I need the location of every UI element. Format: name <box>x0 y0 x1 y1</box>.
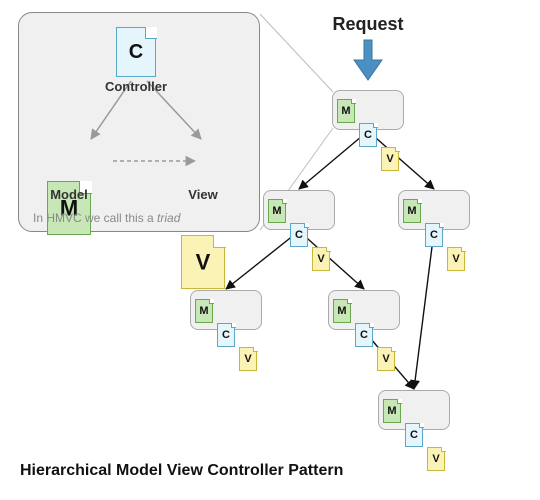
file-letter: V <box>386 153 393 165</box>
page-title: Hierarchical Model View Controller Patte… <box>20 462 343 480</box>
model-icon: M <box>383 399 401 423</box>
controller-icon: C <box>425 223 443 247</box>
tree-edge <box>368 131 434 189</box>
file-letter: V <box>382 353 389 365</box>
triad-node: MCV <box>328 290 400 330</box>
triad-node: MCV <box>263 190 335 230</box>
view-icon: V <box>239 347 257 371</box>
file-letter: M <box>272 205 281 217</box>
triad-node: MCV <box>190 290 262 330</box>
tree-edge <box>226 231 299 289</box>
legend-model-label: Model <box>19 187 119 202</box>
tree-edge <box>299 231 364 289</box>
file-letter: V <box>432 453 439 465</box>
tree-edge <box>299 131 368 189</box>
legend-controller-icon: C <box>116 27 156 77</box>
file-letter: M <box>199 305 208 317</box>
model-icon: M <box>403 199 421 223</box>
view-letter: V <box>196 250 211 276</box>
file-letter: M <box>341 105 350 117</box>
view-icon: V <box>427 447 445 471</box>
controller-icon: C <box>217 323 235 347</box>
model-icon: M <box>337 99 355 123</box>
file-letter: C <box>410 429 418 441</box>
legend-triad-box: C Controller M Model V View In HMVC we c… <box>18 12 260 232</box>
file-letter: C <box>360 329 368 341</box>
legend-caption-prefix: In HMVC we call this a <box>33 211 157 225</box>
model-icon: M <box>195 299 213 323</box>
controller-icon: C <box>355 323 373 347</box>
legend-view-label: View <box>153 187 253 202</box>
triad-node: MCV <box>398 190 470 230</box>
file-letter: C <box>364 129 372 141</box>
file-letter: V <box>317 253 324 265</box>
file-letter: M <box>387 405 396 417</box>
controller-letter: C <box>129 41 143 64</box>
request-arrow-icon <box>350 38 386 82</box>
file-letter: M <box>337 305 346 317</box>
tree-edge <box>414 231 434 389</box>
legend-caption-italic: triad <box>157 211 180 225</box>
file-letter: M <box>407 205 416 217</box>
file-letter: C <box>295 229 303 241</box>
legend-controller-label: Controller <box>86 79 186 94</box>
controller-icon: C <box>359 123 377 147</box>
file-letter: V <box>244 353 251 365</box>
view-icon: V <box>312 247 330 271</box>
triad-node: MCV <box>378 390 450 430</box>
view-icon: V <box>381 147 399 171</box>
file-letter: V <box>452 253 459 265</box>
request-label: Request <box>308 14 428 35</box>
file-letter: C <box>222 329 230 341</box>
controller-icon: C <box>290 223 308 247</box>
model-icon: M <box>268 199 286 223</box>
legend-caption: In HMVC we call this a triad <box>33 211 180 225</box>
view-icon: V <box>447 247 465 271</box>
legend-view-icon: V <box>181 235 225 289</box>
model-icon: M <box>333 299 351 323</box>
controller-icon: C <box>405 423 423 447</box>
view-icon: V <box>377 347 395 371</box>
file-letter: C <box>430 229 438 241</box>
triad-node: MCV <box>332 90 404 130</box>
